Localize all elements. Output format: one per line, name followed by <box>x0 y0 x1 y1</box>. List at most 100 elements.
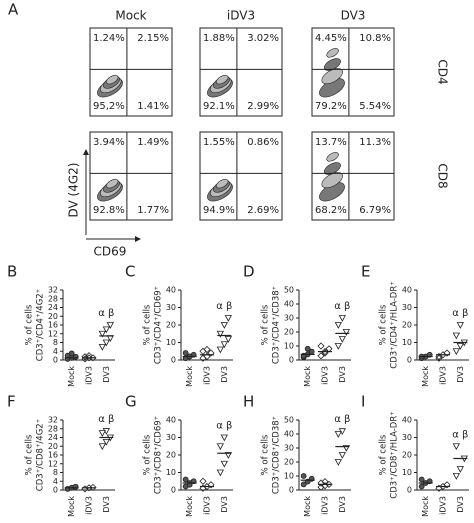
x-tick-label: Mock <box>303 496 312 517</box>
y-tick-label: 40 <box>284 430 294 439</box>
panel-letter: E <box>361 263 370 281</box>
quadrant-value: 2.69% <box>247 205 279 216</box>
contour <box>216 74 229 85</box>
data-point <box>182 350 189 356</box>
panel-letter: A <box>8 1 19 19</box>
quadrant-value: 68.2% <box>315 205 347 216</box>
data-point <box>317 352 325 360</box>
contour <box>106 178 119 189</box>
y-tick-label: 10 <box>402 468 412 477</box>
y-axis-label: % of cells <box>25 304 35 345</box>
contour <box>326 48 339 58</box>
contour <box>321 68 343 85</box>
x-tick-label: DV3 <box>456 496 465 513</box>
data-point <box>338 428 347 436</box>
data-point <box>224 336 233 343</box>
data-point <box>102 339 111 347</box>
y-axis-label: DV (4G2) <box>67 163 81 218</box>
data-point <box>334 431 343 438</box>
data-point <box>338 452 347 459</box>
y-tick-label: 0 <box>407 486 412 495</box>
row-label: CD4 <box>436 59 450 84</box>
x-tick-label: iDV3 <box>321 366 330 385</box>
column-label: Mock <box>115 9 146 23</box>
y-axis-label: % of cells <box>143 304 153 345</box>
quadrant-value: 1.41% <box>137 101 169 112</box>
y-tick-label: 20 <box>284 328 294 337</box>
data-point <box>338 336 347 343</box>
y-axis-label: CD3⁺/CD8⁺/HLA-DR⁺ <box>390 411 400 498</box>
data-point <box>224 315 233 322</box>
data-point <box>224 452 233 459</box>
x-tick-label: Mock <box>421 366 430 387</box>
y-tick-label: 24 <box>48 303 58 312</box>
data-point <box>81 353 89 361</box>
significance-label: α β <box>334 301 350 312</box>
data-point <box>456 322 465 329</box>
y-tick-label: 30 <box>402 433 412 442</box>
x-tick-label: iDV3 <box>439 496 448 515</box>
y-axis-label: CD3⁺/CD4⁺/4G2⁺ <box>36 289 46 361</box>
y-tick-label: 8 <box>53 468 58 477</box>
data-point <box>85 352 93 360</box>
x-tick-label: Mock <box>185 366 194 387</box>
data-point <box>300 481 307 488</box>
y-tick-label: 0 <box>407 356 412 365</box>
x-tick-label: DV3 <box>338 366 347 383</box>
significance-label: α β <box>452 308 468 319</box>
column-label: iDV3 <box>227 9 255 23</box>
data-point <box>452 443 461 451</box>
data-point <box>72 483 79 490</box>
significance-label: α β <box>216 421 232 432</box>
y-axis-label: % of cells <box>379 304 389 345</box>
quadrant-value: 79.2% <box>315 101 347 112</box>
contour <box>216 178 229 189</box>
y-axis-label: CD3⁺/CD8⁺/CD38⁺ <box>272 416 282 494</box>
y-tick-label: 0 <box>171 486 176 495</box>
data-point <box>342 445 351 452</box>
y-tick-label: 10 <box>402 338 412 347</box>
panel-letter: C <box>125 263 135 281</box>
quadrant-value: 4.45% <box>315 33 347 44</box>
panel-letter: G <box>125 393 137 411</box>
y-axis-label: CD3⁺/CD4⁺/CD69⁺ <box>154 286 164 364</box>
panel-letter: I <box>361 393 365 411</box>
y-tick-label: 4 <box>53 477 58 486</box>
contour <box>321 172 343 189</box>
significance-label: α β <box>216 301 232 312</box>
y-axis-label: % of cells <box>143 434 153 475</box>
x-tick-label: DV3 <box>102 366 111 383</box>
data-point <box>418 483 425 490</box>
y-tick-label: 10 <box>166 338 176 347</box>
y-tick-label: 0 <box>171 356 176 365</box>
x-axis-label: CD69 <box>94 245 127 259</box>
y-tick-label: 12 <box>48 459 58 468</box>
quadrant-value: 1.77% <box>137 205 169 216</box>
quadrant-value: 2.99% <box>247 101 279 112</box>
panel-letter: D <box>243 263 255 281</box>
data-point <box>216 469 225 477</box>
data-point <box>443 349 451 357</box>
y-tick-label: 20 <box>166 321 176 330</box>
data-point <box>334 322 343 329</box>
data-point <box>338 315 347 322</box>
y-tick-label: 30 <box>166 433 176 442</box>
quadrant-value: 95,2% <box>93 101 125 112</box>
x-tick-label: DV3 <box>456 366 465 383</box>
y-tick-label: 0 <box>53 486 58 495</box>
data-point <box>418 476 425 483</box>
contour <box>326 152 339 162</box>
quadrant-value: 3.02% <box>247 33 279 44</box>
data-point <box>102 428 111 435</box>
quadrant-value: 1.55% <box>203 137 235 148</box>
y-tick-label: 40 <box>166 286 176 295</box>
x-tick-label: iDV3 <box>203 366 212 385</box>
y-tick-label: 40 <box>166 416 176 425</box>
y-tick-label: 16 <box>48 321 58 330</box>
plot-frame <box>199 131 283 221</box>
data-point <box>203 345 211 354</box>
data-point <box>203 352 211 361</box>
x-tick-label: Mock <box>303 366 312 387</box>
x-tick-label: iDV3 <box>85 366 94 385</box>
significance-label: α β <box>452 429 468 440</box>
